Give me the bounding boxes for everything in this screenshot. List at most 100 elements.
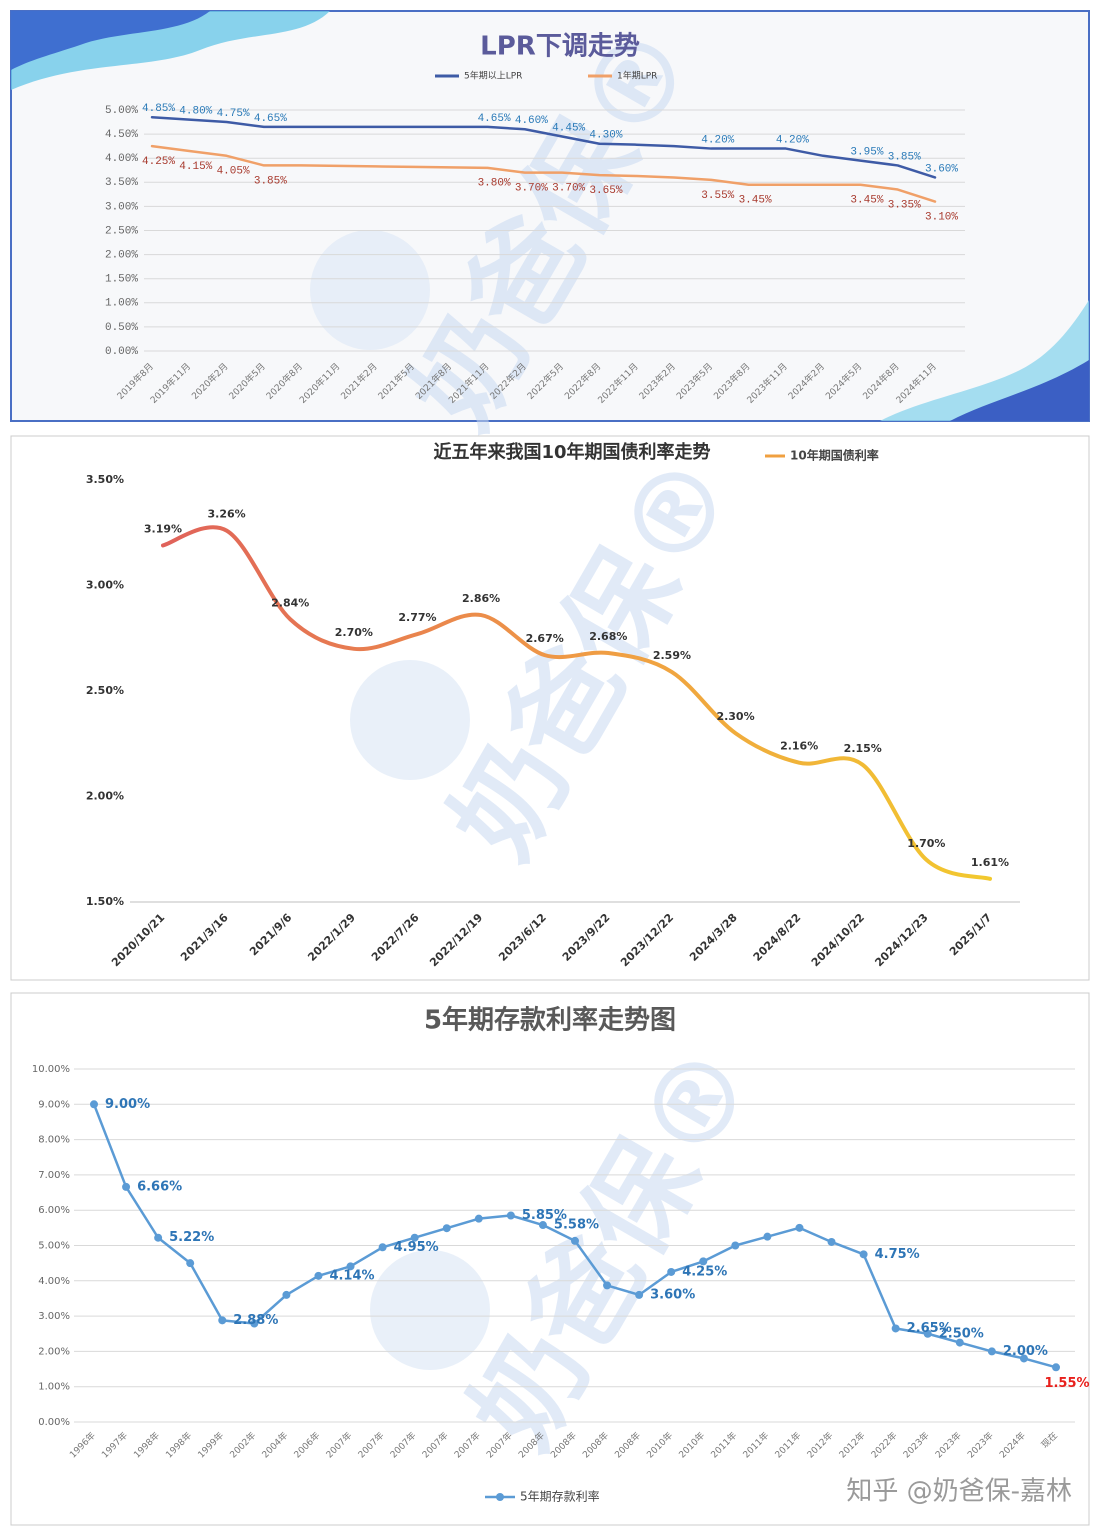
data-label: 2.15% [844, 742, 882, 755]
data-label: 4.45% [552, 122, 585, 134]
data-label: 4.65% [478, 113, 511, 125]
data-label: 3.70% [552, 183, 585, 195]
chart-title: 5年期存款利率走势图 [424, 1005, 676, 1036]
data-label: 4.65% [254, 113, 287, 125]
data-label: 2.30% [716, 710, 754, 723]
data-label: 4.25% [142, 156, 175, 168]
legend-label: 5年期以上LPR [464, 70, 522, 82]
marker [506, 1211, 515, 1220]
marker [282, 1290, 291, 1299]
data-label: 2.68% [589, 630, 627, 643]
data-label: 6.66% [137, 1179, 182, 1194]
y-tick-label: 2.00% [38, 1346, 70, 1357]
y-tick-label: 3.50% [86, 473, 124, 486]
y-tick-label: 3.00% [38, 1311, 70, 1322]
chart-title: 近五年来我国10年期国债利率走势 [433, 441, 710, 463]
data-label: 2.00% [1003, 1344, 1048, 1359]
watermark-logo [370, 1250, 490, 1370]
y-tick-label: 2.50% [105, 225, 138, 237]
data-label: 4.60% [515, 115, 548, 127]
data-label: 2.59% [653, 649, 691, 662]
data-label: 3.35% [888, 199, 921, 211]
y-tick-label: 1.50% [105, 274, 138, 286]
data-label: 4.75% [875, 1247, 920, 1262]
data-label: 4.20% [701, 134, 734, 146]
data-label: 4.80% [179, 106, 212, 118]
marker [154, 1233, 163, 1242]
panel-frame [10, 10, 1090, 422]
data-label: 5.58% [554, 1218, 599, 1233]
panel-lpr [10, 10, 1090, 422]
data-label: 2.70% [335, 626, 373, 639]
data-label: 4.20% [776, 134, 809, 146]
data-label: 1.55% [1044, 1376, 1089, 1391]
data-label: 1.61% [971, 856, 1009, 869]
marker [378, 1243, 387, 1252]
marker [538, 1221, 547, 1230]
data-label: 3.26% [208, 508, 246, 521]
data-label: 1.70% [907, 837, 945, 850]
data-label: 2.16% [780, 740, 818, 753]
marker [186, 1259, 195, 1268]
marker [474, 1214, 483, 1223]
legend-label: 10年期国债利率 [790, 448, 879, 463]
data-label: 3.45% [850, 195, 883, 207]
marker [603, 1281, 612, 1290]
marker [442, 1224, 451, 1233]
y-tick-label: 2.00% [86, 790, 124, 803]
data-label: 4.85% [142, 103, 175, 115]
data-label: 4.14% [329, 1268, 374, 1283]
data-label: 4.15% [179, 161, 212, 173]
data-label: 3.85% [254, 175, 287, 187]
legend-label: 1年期LPR [617, 70, 657, 82]
y-tick-label: 7.00% [38, 1170, 70, 1181]
data-label: 3.55% [701, 190, 734, 202]
marker [571, 1236, 579, 1245]
data-label: 4.25% [682, 1264, 727, 1279]
y-tick-label: 0.00% [105, 346, 138, 358]
data-label: 2.50% [939, 1326, 984, 1341]
y-tick-label: 8.00% [38, 1135, 70, 1146]
data-label: 2.65% [907, 1321, 952, 1336]
y-tick-label: 3.50% [105, 177, 138, 189]
marker [923, 1329, 932, 1338]
data-label: 2.88% [233, 1313, 278, 1328]
marker [635, 1290, 644, 1299]
y-tick-label: 1.00% [38, 1382, 70, 1393]
marker [122, 1182, 131, 1191]
data-label: 9.00% [105, 1097, 150, 1112]
marker [218, 1316, 227, 1325]
series-line [150, 144, 937, 203]
watermark-logo [310, 230, 430, 350]
marker [763, 1232, 772, 1241]
data-label: 4.05% [217, 166, 250, 178]
marker [859, 1250, 868, 1259]
y-tick-label: 3.00% [105, 201, 138, 213]
marker [891, 1324, 900, 1333]
footer: 知乎 @奶爸保-嘉林 [846, 1477, 1072, 1507]
panel-deposit [10, 992, 1090, 1526]
data-label: 3.10% [925, 211, 958, 223]
marker [827, 1237, 836, 1246]
data-label: 3.70% [515, 183, 548, 195]
marker [1052, 1363, 1060, 1372]
data-label: 2.86% [462, 592, 500, 605]
marker [987, 1347, 996, 1356]
y-tick-label: 0.50% [105, 322, 138, 334]
y-tick-label: 4.50% [105, 129, 138, 141]
marker [955, 1338, 964, 1347]
y-tick-label: 2.00% [105, 250, 138, 262]
data-label: 2.77% [398, 611, 436, 624]
y-tick-label: 5.00% [38, 1241, 70, 1252]
marker [314, 1271, 323, 1280]
marker [795, 1223, 804, 1232]
data-label: 5.85% [522, 1208, 567, 1223]
decoration [11, 11, 1089, 421]
legend-label: 5年期存款利率 [520, 1489, 600, 1504]
data-label: 3.95% [850, 147, 883, 159]
data-label: 3.65% [589, 185, 622, 197]
y-tick-label: 6.00% [38, 1205, 70, 1216]
data-label: 2.67% [526, 632, 564, 645]
panel-bond [10, 435, 1090, 981]
